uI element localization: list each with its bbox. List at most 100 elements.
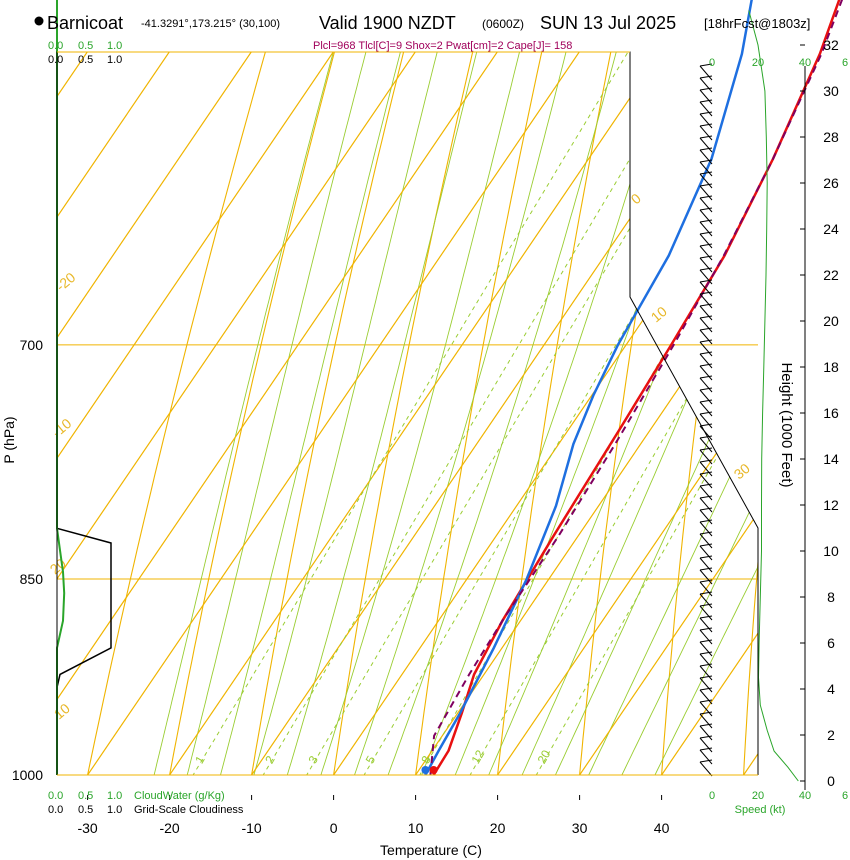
- wind-barb: [699, 509, 713, 525]
- wind-speed-label: Speed (kt): [735, 804, 786, 816]
- moist-adiabat: [604, 52, 758, 775]
- height-tick-2: 2: [827, 727, 835, 743]
- wind-barb: [699, 521, 713, 537]
- moist-adiabat: [210, 52, 684, 775]
- series-temperature: [432, 0, 841, 776]
- wind-barb: [699, 749, 713, 765]
- wind-barb-flag: [699, 471, 713, 475]
- moist-adiabat: [243, 52, 714, 775]
- wind-barb: [699, 485, 713, 501]
- wind-barb-flag: [699, 411, 713, 415]
- wind-barb: [699, 77, 713, 93]
- wind-top-40: 40: [799, 57, 811, 69]
- wind-barb: [699, 209, 713, 225]
- dry-adiabat: [493, 52, 758, 775]
- x-tick--20: -20: [159, 820, 179, 836]
- moist-adiabat: [571, 52, 758, 775]
- wind-barb-flag: [699, 315, 713, 319]
- bottom-black-scale-1: 0.5: [78, 804, 93, 816]
- dry-adiabat: [79, 52, 591, 775]
- wind-barb-flag: [699, 159, 713, 163]
- isotherm-label: 20: [47, 555, 69, 577]
- cloudwater-label: CloudWater (g/Kg): [134, 790, 225, 802]
- p-tick-850: 850: [20, 571, 44, 587]
- isotherm-10: [390, 52, 758, 775]
- wind-barb-flag: [699, 447, 713, 451]
- height-axis-title: Height (1000 Feet): [778, 362, 795, 487]
- wind-barb: [699, 65, 713, 81]
- wind-barb-flag: [699, 231, 713, 235]
- wind-barb: [699, 245, 713, 261]
- wind-barb: [699, 689, 713, 705]
- wind-barb-flag: [699, 207, 713, 211]
- isotherm-20: [472, 52, 758, 775]
- wind-barb-flag: [699, 279, 713, 283]
- height-tick-22: 22: [823, 267, 839, 283]
- wind-barb-flag: [699, 627, 713, 631]
- wind-barb: [699, 737, 713, 753]
- wind-barb-flag: [699, 303, 713, 307]
- height-tick-10: 10: [823, 543, 839, 559]
- wind-barb-flag: [699, 99, 713, 103]
- wind-barb-flag: [699, 135, 713, 139]
- wind-barb-flag: [699, 519, 713, 523]
- wind-barb: [699, 677, 713, 693]
- wind-barb: [699, 221, 713, 237]
- moist-adiabat: [276, 52, 746, 775]
- isotherm--20: [144, 52, 758, 775]
- isotherm-label: -10: [49, 415, 75, 440]
- height-tick-30: 30: [823, 83, 839, 99]
- wind-barb: [699, 569, 713, 585]
- wind-barb: [699, 233, 713, 249]
- wind-barb-flag: [699, 339, 713, 343]
- dry-adiabat: [162, 52, 646, 775]
- isobar-lines: [57, 344, 758, 580]
- x-tick--30: -30: [77, 820, 97, 836]
- cloudiness-label: Grid-Scale Cloudiness: [134, 804, 244, 816]
- wind-barb-flag: [699, 567, 713, 571]
- wind-barb-flag: [699, 459, 713, 463]
- wind-barb: [699, 629, 713, 645]
- wind-barb: [699, 317, 713, 333]
- wind-barb: [699, 389, 713, 405]
- isotherm--50: [57, 52, 758, 775]
- wind-bottom-6: 6: [842, 790, 848, 802]
- top-green-scale-2: 1.0: [107, 40, 122, 52]
- height-tick-0: 0: [827, 773, 835, 789]
- height-tick-16: 16: [823, 405, 839, 421]
- wind-barb-flag: [699, 675, 713, 679]
- bottom-black-scale-0: 0.0: [48, 804, 63, 816]
- wind-barb: [699, 101, 713, 117]
- wind-barb-flag: [699, 735, 713, 739]
- wind-barb: [699, 305, 713, 321]
- wind-top-20: 20: [752, 57, 764, 69]
- wind-barb: [699, 593, 713, 609]
- isotherm-0: [308, 52, 758, 775]
- isotherm-label: 30: [731, 460, 753, 482]
- height-tick-12: 12: [823, 497, 839, 513]
- bottom-green-scale-0: 0.0: [48, 790, 63, 802]
- wind-barb: [699, 665, 713, 681]
- moist-adiabat: [636, 52, 758, 775]
- wind-barb-flag: [699, 555, 713, 559]
- station-name: Barnicoat: [47, 13, 123, 33]
- wind-barb-flag: [699, 75, 713, 79]
- wind-barb: [699, 281, 713, 297]
- surface-dewpoint-marker: [421, 766, 430, 774]
- wind-barb: [699, 365, 713, 381]
- wind-barb-flag: [699, 507, 713, 511]
- cloudwater-profile: [56, 0, 66, 775]
- wind-barb: [699, 113, 713, 129]
- isotherm--40: [57, 52, 758, 775]
- wind-barb: [699, 617, 713, 633]
- top-green-scale-1: 0.5: [78, 40, 93, 52]
- wind-barb-flag: [699, 111, 713, 115]
- wind-barb-flag: [699, 543, 713, 547]
- wind-barb-flag: [699, 663, 713, 667]
- wind-barb: [699, 149, 713, 165]
- wind-bottom-0: 0: [709, 790, 715, 802]
- wind-barb: [699, 413, 713, 429]
- isotherm--30: [62, 52, 758, 775]
